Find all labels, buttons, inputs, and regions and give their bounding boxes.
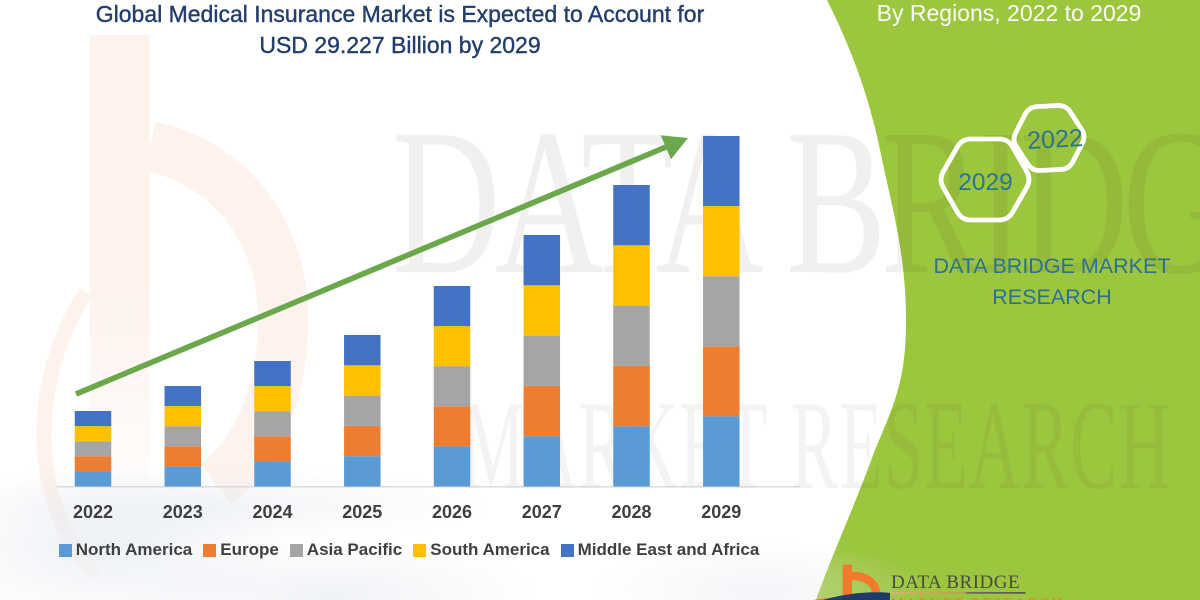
svg-text:2022: 2022 — [1027, 124, 1084, 155]
svg-text:MARKET RESEARCH: MARKET RESEARCH — [891, 597, 1064, 600]
svg-text:DATA BRIDGE: DATA BRIDGE — [891, 572, 1020, 593]
svg-text:2029: 2029 — [958, 169, 1013, 196]
